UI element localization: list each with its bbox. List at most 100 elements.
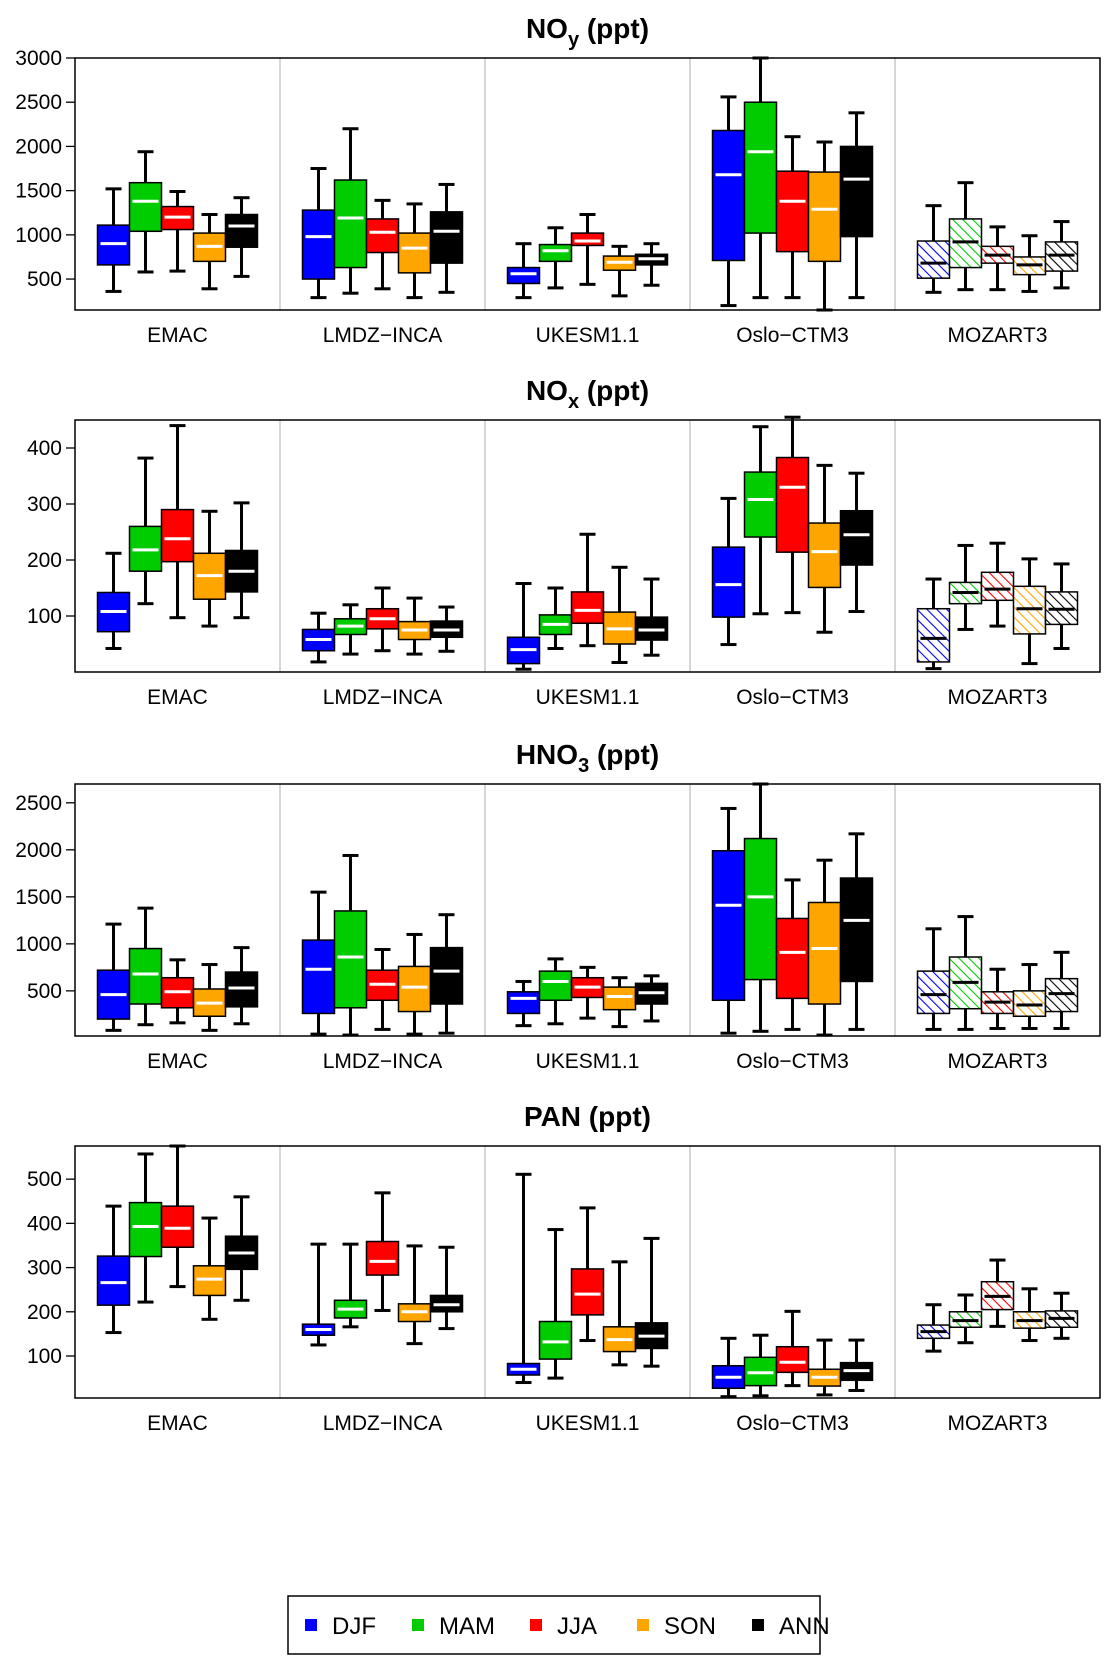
box-djf xyxy=(711,496,746,647)
box-ann xyxy=(839,832,874,1031)
box-jja xyxy=(570,1206,605,1343)
box-iqr xyxy=(128,181,163,233)
box-iqr xyxy=(301,209,336,280)
box-djf xyxy=(506,242,541,300)
box-iqr xyxy=(602,986,637,1011)
box-djf xyxy=(916,577,951,671)
box-iqr xyxy=(711,546,746,618)
box-son xyxy=(1012,557,1047,666)
box-iqr xyxy=(807,171,842,263)
box-son xyxy=(397,932,432,1036)
category-label: UKESM1.1 xyxy=(536,686,640,709)
box-iqr xyxy=(128,1201,163,1258)
box-iqr xyxy=(506,991,541,1015)
panel-1: NOy (ppt) 500 1000 1500 2000 2500 3000 EMAC LMDZ… xyxy=(15,13,1101,347)
box-mam xyxy=(743,1333,778,1398)
box-jja xyxy=(365,198,400,291)
box-son xyxy=(807,1338,842,1397)
legend-label: SON xyxy=(664,1613,716,1640)
box-iqr xyxy=(506,266,541,285)
panel-title: PAN (ppt) xyxy=(524,1101,651,1132)
plot-frame xyxy=(74,419,1101,673)
legend-box xyxy=(287,1595,821,1655)
box-iqr xyxy=(128,947,163,1005)
box-ann xyxy=(634,577,669,657)
box-iqr xyxy=(743,837,778,981)
y-tick-label: 400 xyxy=(27,1212,62,1235)
category-label: Oslo−CTM3 xyxy=(736,686,849,709)
box-mam xyxy=(948,543,983,631)
box-djf xyxy=(506,1172,541,1385)
legend-item-djf: DJF xyxy=(305,1613,376,1640)
box-iqr xyxy=(839,877,874,983)
category-label: LMDZ−INCA xyxy=(323,686,443,709)
box-iqr xyxy=(743,101,778,234)
box-ann xyxy=(224,1195,259,1302)
y-tick-label: 100 xyxy=(27,605,62,628)
box-mam xyxy=(948,915,983,1031)
box-son xyxy=(807,140,842,312)
category-label: EMAC xyxy=(147,324,208,347)
box-ann xyxy=(429,605,464,653)
box-son xyxy=(1012,963,1047,1030)
category-label: LMDZ−INCA xyxy=(323,324,443,347)
category-label: LMDZ−INCA xyxy=(323,1050,443,1073)
box-jja xyxy=(570,213,605,286)
box-son xyxy=(602,1260,637,1367)
box-son xyxy=(397,596,432,656)
box-iqr xyxy=(980,571,1015,602)
box-mam xyxy=(743,425,778,616)
box-mam xyxy=(128,456,163,606)
legend-label: DJF xyxy=(332,1613,376,1640)
box-ann xyxy=(429,182,464,294)
box-iqr xyxy=(743,471,778,538)
box-jja xyxy=(980,225,1015,292)
box-djf xyxy=(916,927,951,1031)
box-iqr xyxy=(538,1320,573,1360)
legend-item-son: SON xyxy=(637,1613,716,1640)
box-iqr xyxy=(397,232,432,274)
y-tick-label: 2000 xyxy=(15,839,62,862)
box-djf xyxy=(916,1303,951,1353)
legend-label: ANN xyxy=(779,1613,830,1640)
y-tick-label: 300 xyxy=(27,493,62,516)
box-djf xyxy=(96,922,131,1032)
box-mam xyxy=(333,1242,368,1329)
box-ann xyxy=(1044,1291,1079,1340)
box-iqr xyxy=(538,970,573,1002)
panel-2: NOx (ppt) 100 200 300 400 EMAC LMDZ−INCA UKESM1… xyxy=(27,375,1101,709)
category-label: MOZART3 xyxy=(948,1412,1048,1435)
y-tick-label: 1500 xyxy=(15,180,62,203)
box-djf xyxy=(711,806,746,1035)
legend-item-mam: MAM xyxy=(412,1613,495,1640)
category-label: MOZART3 xyxy=(948,1050,1048,1073)
box-son xyxy=(397,202,432,300)
category-label: MOZART3 xyxy=(948,686,1048,709)
box-mam xyxy=(948,181,983,292)
box-mam xyxy=(128,150,163,274)
box-jja xyxy=(365,1191,400,1312)
box-iqr xyxy=(365,1240,400,1276)
box-iqr xyxy=(775,917,810,1000)
box-ann xyxy=(1044,562,1079,650)
box-iqr xyxy=(429,211,464,264)
y-tick-label: 1000 xyxy=(15,224,62,247)
box-iqr xyxy=(160,1205,195,1248)
box-ann xyxy=(1044,950,1079,1030)
box-jja xyxy=(775,415,810,615)
box-iqr xyxy=(192,1265,227,1297)
plot-frame xyxy=(74,783,1101,1037)
box-son xyxy=(807,463,842,634)
box-jja xyxy=(365,586,400,653)
box-djf xyxy=(506,979,541,1028)
box-ann xyxy=(429,913,464,1035)
legend-swatch xyxy=(752,1619,764,1631)
box-son xyxy=(602,244,637,298)
box-ann xyxy=(839,1338,874,1392)
box-jja xyxy=(980,967,1015,1030)
box-iqr xyxy=(96,1255,131,1306)
box-iqr xyxy=(429,946,464,1005)
legend-swatch xyxy=(530,1619,542,1631)
box-mam xyxy=(333,603,368,656)
